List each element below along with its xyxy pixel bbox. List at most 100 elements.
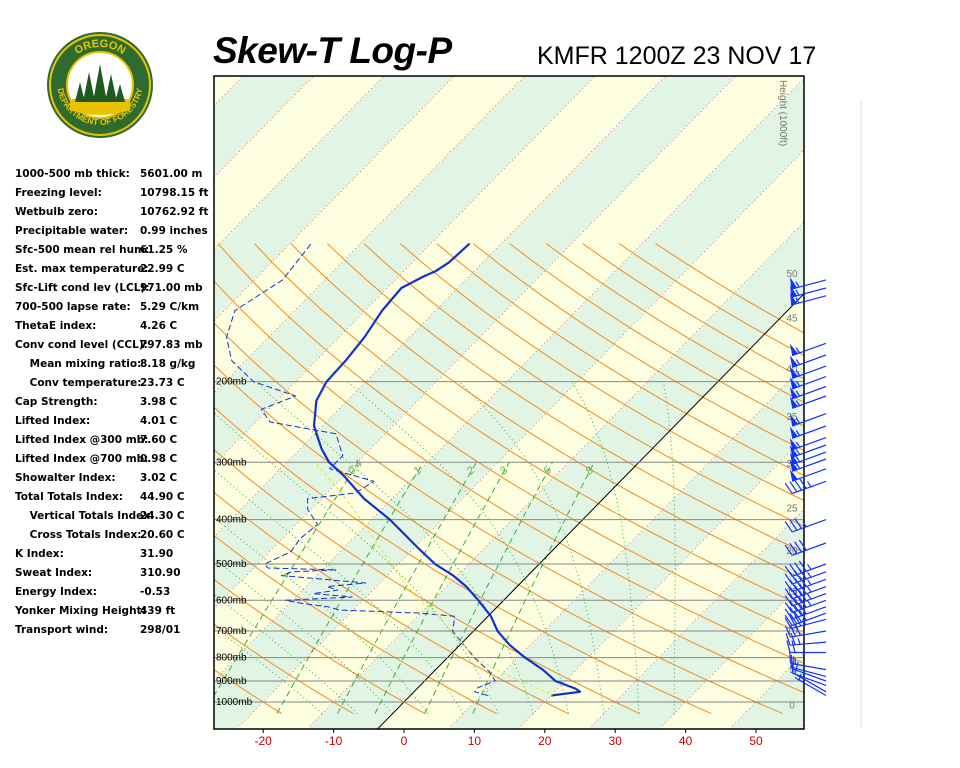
wind-barb-staff	[791, 451, 827, 465]
stat-label: K Index:	[15, 548, 64, 560]
stat-value: -0.53	[140, 586, 171, 598]
wind-barb-staff	[791, 287, 827, 298]
wind-barb-half	[795, 456, 801, 463]
isotherm-band	[729, 653, 804, 729]
wind-barb-staff	[791, 376, 827, 390]
isotherm-line	[518, 437, 804, 729]
stat-label: Sfc-Lift cond lev (LCL):	[15, 282, 150, 294]
mixing-ratio-line	[337, 462, 477, 714]
wind-barb	[784, 560, 827, 577]
stat-label: Energy Index:	[15, 586, 97, 598]
stat-value: 23.73 C	[140, 377, 185, 389]
wind-barb-full	[789, 564, 798, 575]
wind-barb-half	[795, 441, 801, 448]
wind-barb-staff	[791, 468, 827, 482]
moist-adiabat	[214, 626, 323, 714]
wind-barb-full	[786, 640, 791, 653]
wind-barb-flag	[789, 414, 798, 426]
stat-value: 61.25 %	[140, 244, 188, 256]
station-time-label: KMFR 1200Z 23 NOV 17	[537, 42, 817, 70]
x-tick-label: 20	[538, 734, 552, 748]
isotherm-band	[236, 150, 804, 729]
height-tick-label: 0	[789, 701, 795, 712]
wind-barb-staff	[791, 612, 827, 627]
wind-barb-full	[784, 581, 793, 592]
wind-barb-flag	[789, 366, 798, 379]
wind-barb-half	[807, 600, 812, 607]
stat-value: 10798.15 ft	[140, 187, 209, 199]
sounding-traces	[226, 242, 582, 697]
stat-label: Lifted Index @700 mb:	[15, 453, 149, 465]
stat-label: Sfc-500 mean rel hum:	[15, 244, 150, 256]
series-line-temperature	[312, 242, 582, 697]
wind-barb	[790, 654, 827, 678]
stat-label: Sweat Index:	[15, 567, 93, 579]
wind-barb-staff	[791, 666, 827, 678]
wind-barb-staff	[791, 519, 827, 533]
wind-barb-half	[795, 347, 801, 354]
dry-adiabat	[214, 280, 804, 664]
stat-value: 0.98 C	[140, 453, 178, 465]
dry-adiabat	[254, 243, 804, 608]
wind-barb-staff	[794, 676, 827, 697]
stat-value: 4.26 C	[140, 320, 178, 332]
wind-barb-half	[794, 658, 797, 665]
wind-barb-staff	[791, 542, 827, 556]
isotherm-band	[214, 76, 804, 681]
wind-barb-staff	[791, 385, 827, 400]
wind-barb-half	[795, 380, 801, 387]
dry-adiabat	[436, 243, 804, 476]
moist-adiabat	[214, 469, 464, 714]
stat-value: 0.99 inches	[140, 225, 208, 237]
wind-barb-full	[798, 539, 807, 551]
dry-adiabat	[327, 243, 804, 554]
wind-barb-full	[789, 543, 798, 554]
wind-barb-half	[795, 281, 800, 288]
plot-frame	[213, 75, 805, 730]
isotherm-line	[588, 508, 804, 729]
pressure-tick-label: 800mb	[216, 653, 247, 664]
isotherm-line	[658, 580, 804, 729]
wind-barb-staff	[791, 354, 827, 368]
wind-barb-flag	[790, 277, 797, 290]
stat-value: 31.90	[140, 548, 174, 560]
stat-label: Yonker Mixing Height:	[15, 605, 146, 617]
x-tick-label: 50	[749, 734, 763, 748]
pressure-tick-label: 1000mb	[216, 697, 253, 708]
wind-barb-full	[794, 479, 803, 491]
wind-barb-half	[795, 370, 801, 376]
wind-barb-flag	[789, 438, 798, 450]
wind-barb-full	[785, 633, 791, 646]
wind-barb-full	[784, 617, 792, 629]
pressure-tick-label: 400mb	[216, 515, 247, 526]
x-tick-label: 0	[401, 734, 408, 748]
stat-value: 44.90 C	[140, 491, 185, 503]
x-tick-label: 30	[609, 734, 623, 748]
wind-barb-staff	[791, 279, 827, 290]
wind-barb-half	[795, 390, 801, 397]
moist-adiabat	[214, 411, 499, 714]
wind-barb	[789, 444, 827, 458]
dry-adiabat	[290, 243, 804, 580]
stat-value: 10762.92 ft	[140, 206, 209, 218]
wind-barb-staff	[791, 668, 827, 682]
stat-value: 22.99 C	[140, 263, 185, 275]
zero-isotherm-line	[377, 293, 804, 729]
x-tick-label: -10	[325, 734, 343, 748]
wind-barb-full	[784, 588, 793, 600]
wind-barb-staff	[791, 578, 827, 593]
wind-barb-staff	[791, 444, 827, 458]
stat-value: 310.90	[140, 567, 181, 579]
wind-barb-half	[807, 571, 812, 578]
stat-label: Conv cond level (CCL):	[15, 339, 148, 351]
wind-barb-half	[795, 297, 800, 304]
wind-barb-full	[794, 584, 803, 596]
stat-value: 4.01 C	[140, 415, 178, 427]
x-tick-label: 10	[468, 734, 482, 748]
wind-barb-full	[794, 517, 803, 529]
wind-barb	[789, 437, 827, 451]
moist-adiabat	[662, 381, 676, 714]
wind-barb-half	[795, 417, 801, 424]
moist-adiabat	[255, 381, 534, 714]
wind-barb-flag	[789, 376, 798, 389]
